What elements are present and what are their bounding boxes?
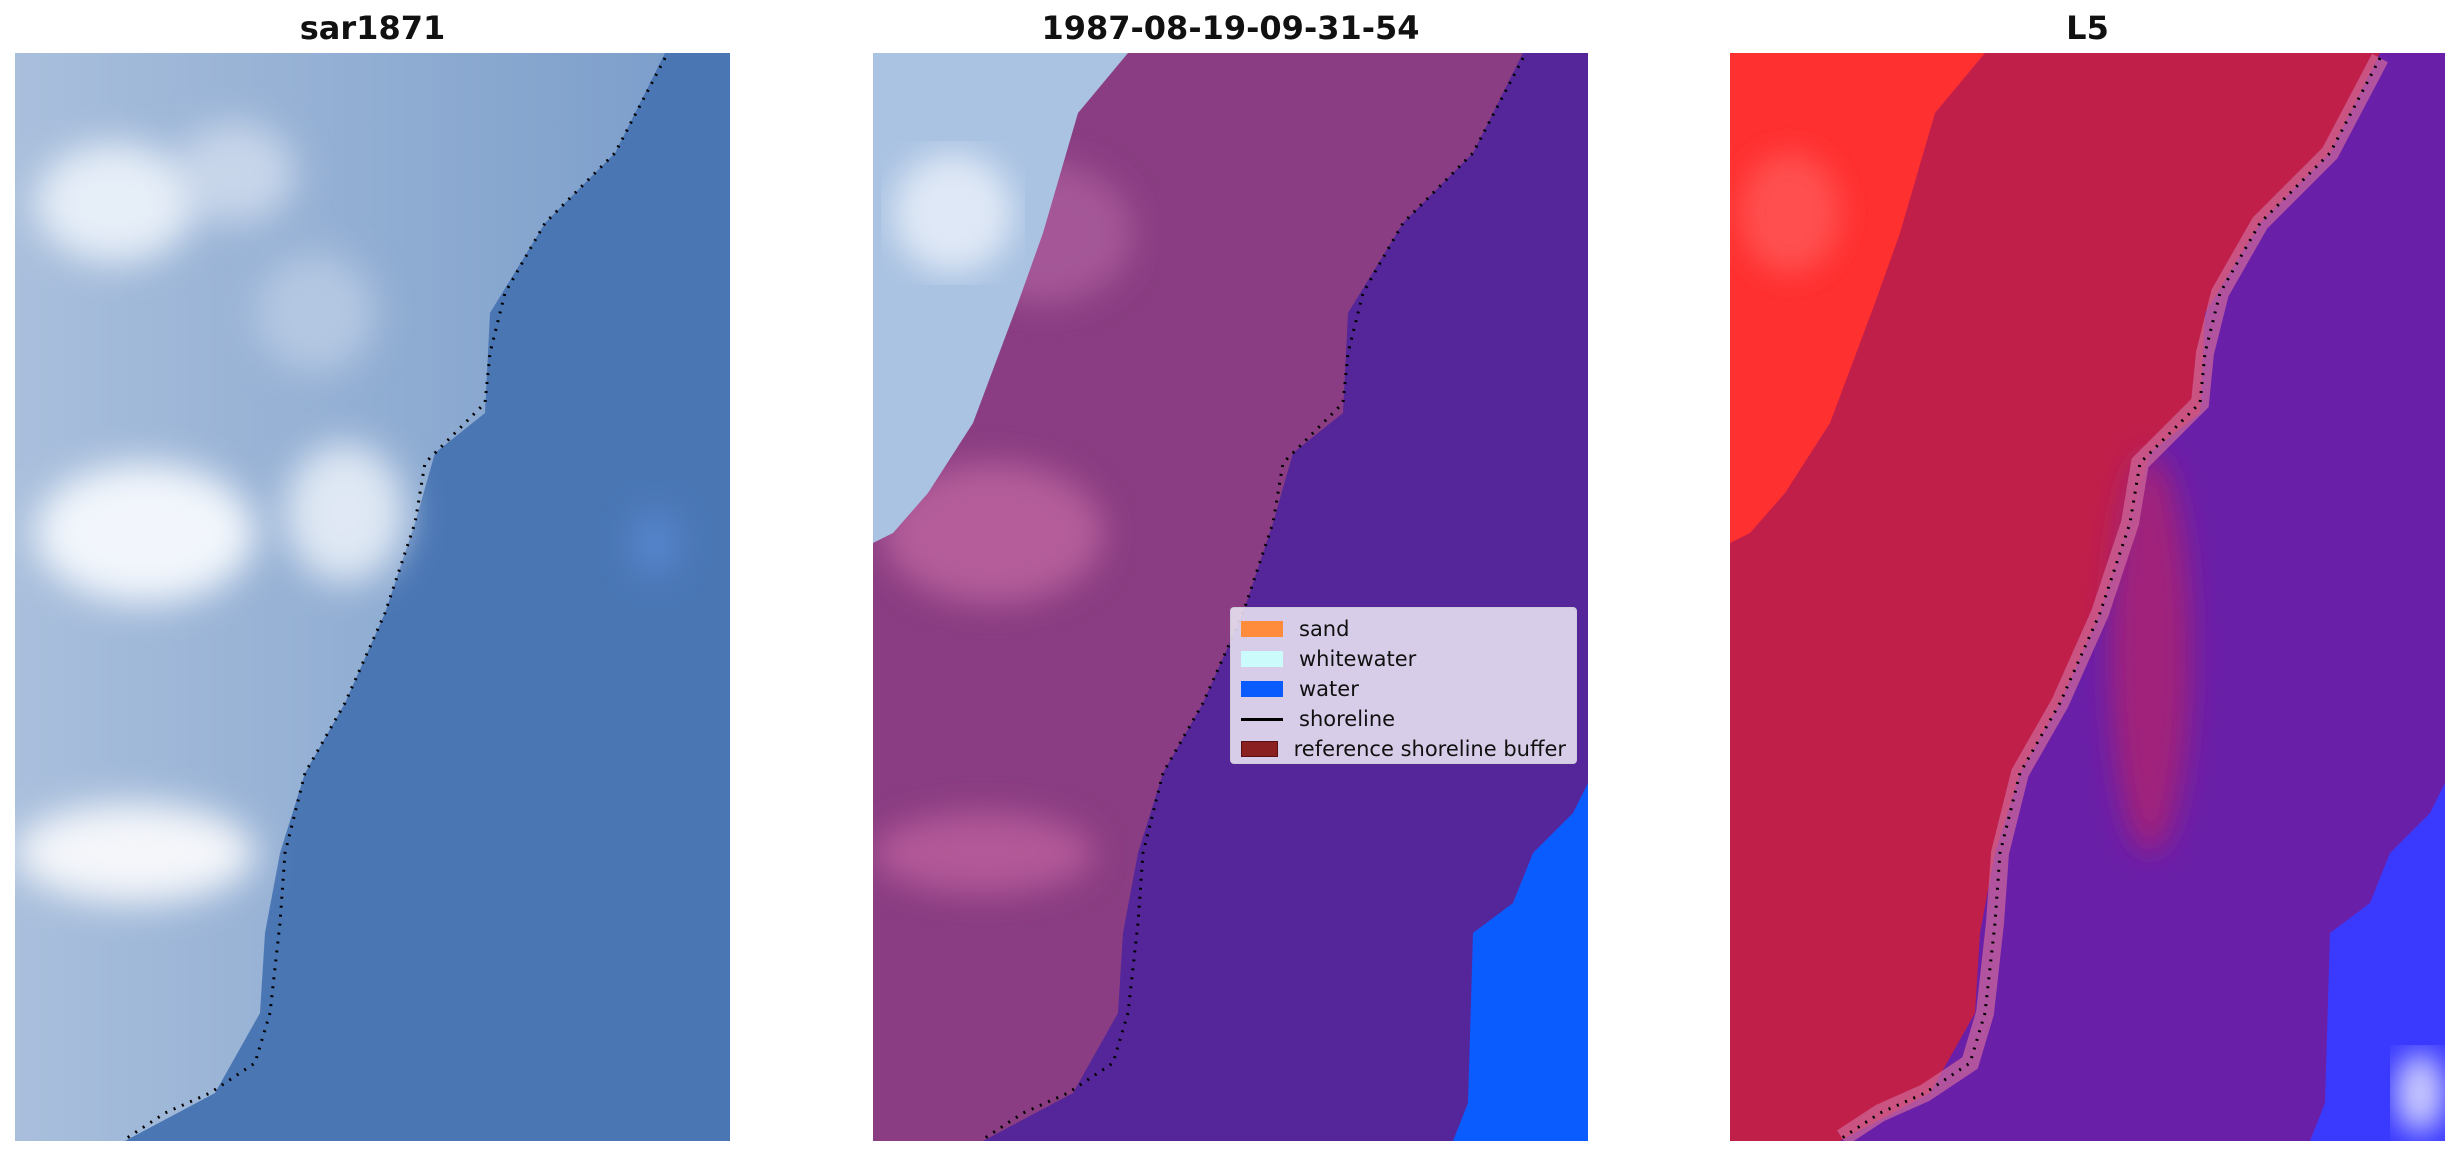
legend-label-shoreline: shoreline <box>1299 707 1396 731</box>
reference-buffer-swatch <box>1241 741 1278 757</box>
whitewater-swatch <box>1241 651 1283 667</box>
panel-title-classified: 1987-08-19-09-31-54 <box>1041 9 1420 47</box>
water-class-area <box>1453 783 1588 1141</box>
shoreline-dotted <box>126 57 667 1140</box>
shoreline-dotted <box>1841 57 2382 1140</box>
panel-title-rgb: sar1871 <box>299 9 446 47</box>
classified-image <box>873 53 1588 1141</box>
classified-image-panel <box>873 53 1588 1141</box>
rgb-image <box>15 53 730 1141</box>
legend-item-water: water <box>1241 674 1566 704</box>
legend-label-whitewater: whitewater <box>1299 647 1417 671</box>
legend-item-shoreline: shoreline <box>1241 704 1566 734</box>
sand-swatch <box>1241 621 1283 637</box>
panel-title-index: L5 <box>2066 9 2109 47</box>
index-image <box>1730 53 2445 1141</box>
legend-label-water: water <box>1299 677 1359 701</box>
land-index-area <box>1730 53 2380 1141</box>
legend-label-sand: sand <box>1299 617 1350 641</box>
rgb-image-panel <box>15 53 730 1141</box>
shoreline-swatch <box>1241 717 1283 721</box>
legend-label-reference-buffer: reference shoreline buffer <box>1293 737 1566 761</box>
blue-index-area <box>2310 783 2445 1141</box>
legend-item-whitewater: whitewater <box>1241 644 1566 674</box>
legend-item-sand: sand <box>1241 614 1566 644</box>
legend: sand whitewater water shoreline referenc… <box>1230 607 1577 764</box>
legend-item-reference-buffer: reference shoreline buffer <box>1241 734 1566 764</box>
water-swatch <box>1241 681 1283 697</box>
index-image-panel <box>1730 53 2445 1141</box>
